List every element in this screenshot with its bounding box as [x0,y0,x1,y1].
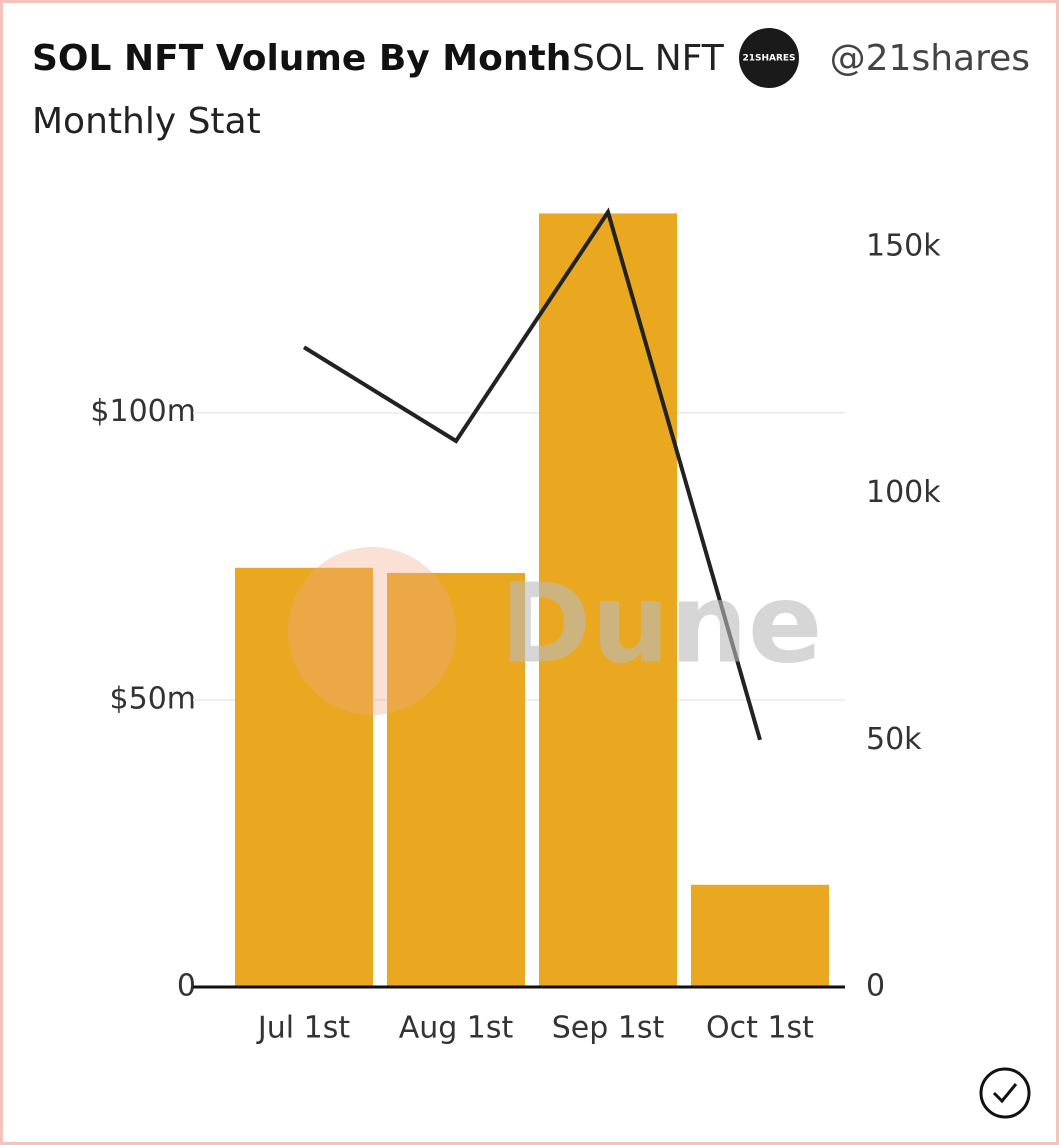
bar [691,884,829,987]
subtitle: Monthly Stat [32,101,261,142]
x-tick-label: Aug 1st [399,1011,514,1046]
check-mark [992,1083,1018,1104]
watermark: Dune [288,547,823,715]
x-tick-label: Oct 1st [706,1011,814,1046]
y2-tick-label: 0 [866,969,885,1004]
plot: 0 $50m $100m 0 50k 100k 150k Jul 1st Aug 1st Sep … [90,207,941,1046]
y2-tick-label: 100k [866,475,941,510]
bar [387,572,525,987]
y2-tick-label: 150k [866,229,941,264]
handle: @21shares [830,38,1030,79]
y-tick-label: $100m [90,394,196,429]
y2-tick-label: 50k [866,722,922,757]
chart-title: SOL NFT Volume By Month [32,38,571,79]
logo-text: 21SHARES [742,54,795,64]
bar [539,213,677,988]
line [302,207,762,741]
logo [739,28,799,88]
x-tick-label: Jul 1st [256,1011,350,1046]
x-tick-label: Sep 1st [552,1011,665,1046]
y-tick-label: $50m [110,681,196,716]
y-tick-label: 0 [177,969,196,1004]
source-name: SOL NFT [572,38,725,79]
watermark-text: Dune [500,559,823,687]
bar [235,567,373,987]
check-icon [979,1067,1031,1119]
